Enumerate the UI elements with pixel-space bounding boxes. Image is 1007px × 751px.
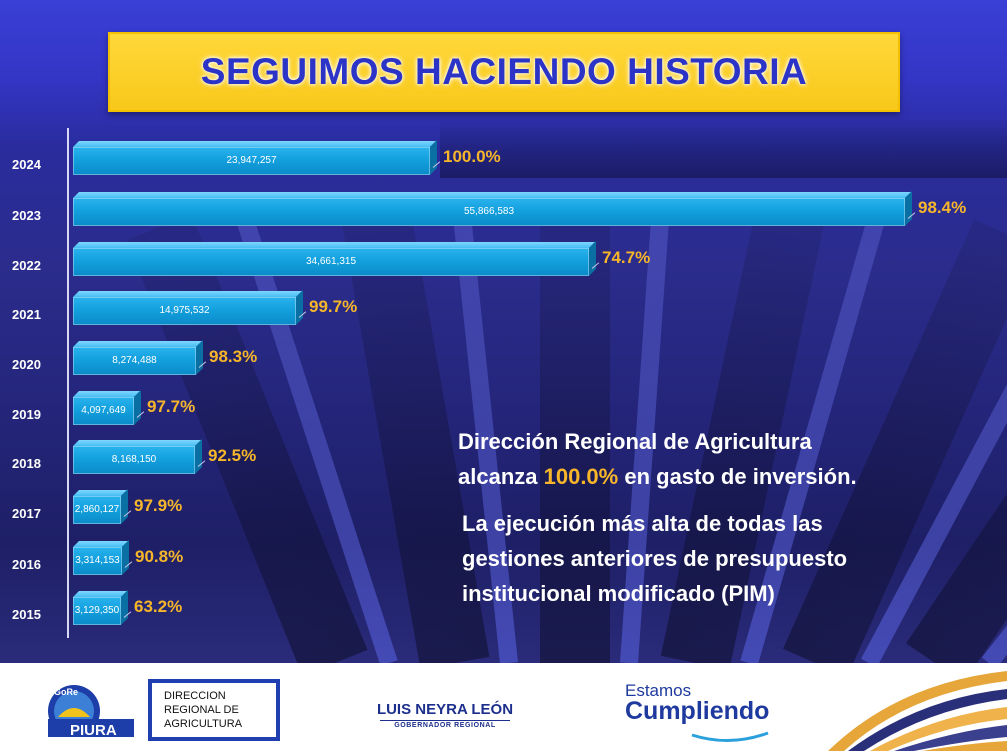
bar-2016 xyxy=(73,547,122,575)
dra-line-1: DIRECCION xyxy=(164,690,226,702)
percent-label: 98.4% xyxy=(918,198,967,217)
percent-label: 99.7% xyxy=(309,297,358,316)
slogan-top: Estamos xyxy=(625,681,692,700)
bar-value-label: 34,661,315 xyxy=(305,256,357,267)
year-label: 2020 xyxy=(12,357,41,372)
svg-text:GoRe: GoRe xyxy=(54,687,78,697)
headline-highlight: 100.0% xyxy=(543,464,619,489)
bar-side-face xyxy=(134,390,141,425)
bar-side-face xyxy=(122,540,129,575)
dra-line-3: AGRICULTURA xyxy=(164,718,243,730)
percent-label: 97.9% xyxy=(134,496,183,515)
headline-line-1: Dirección Regional de Agricultura xyxy=(458,429,812,454)
y-axis-line xyxy=(67,128,69,638)
percent-label: 74.7% xyxy=(602,248,651,267)
year-label: 2022 xyxy=(12,258,41,273)
subline-line-2: gestiones anteriores de presupuesto xyxy=(462,546,848,571)
footer-bar: GoRe PIURA DIRECCION REGIONAL DE AGRICUL… xyxy=(0,663,1007,751)
bar-2023 xyxy=(73,198,905,226)
treeline-decoration xyxy=(440,118,1007,178)
bar-side-face xyxy=(121,590,128,625)
bar-value-label: 8,168,150 xyxy=(111,454,157,465)
year-label: 2024 xyxy=(12,157,41,172)
bar-2015 xyxy=(73,597,121,625)
bar-2021 xyxy=(73,297,296,325)
percent-label: 63.2% xyxy=(134,597,183,616)
bar-2018 xyxy=(73,446,195,474)
percent-label: 98.3% xyxy=(209,347,258,366)
subline-line-3: institucional modificado (PIM) xyxy=(462,581,775,606)
year-label: 2018 xyxy=(12,456,41,471)
page-title: SEGUIMOS HACIENDO HISTORIA xyxy=(200,51,808,92)
bar-side-face xyxy=(195,439,202,474)
bar-value-label: 23,947,257 xyxy=(226,155,277,166)
dra-label-box: DIRECCION REGIONAL DE AGRICULTURA xyxy=(148,679,280,741)
svg-text:PIURA: PIURA xyxy=(70,722,117,739)
year-label: 2017 xyxy=(12,506,41,521)
bar-value-label: 2,860,127 xyxy=(74,504,120,515)
gore-piura-logo: GoRe PIURA xyxy=(48,685,134,739)
bar-side-face xyxy=(905,191,912,226)
percent-label: 90.8% xyxy=(135,547,184,566)
percent-label: 92.5% xyxy=(208,446,257,465)
year-label: 2021 xyxy=(12,307,41,322)
bar-2019 xyxy=(73,397,134,425)
subline-line-1: La ejecución más alta de todas las xyxy=(462,511,823,536)
governor-name: LUIS NEYRA LEÓN xyxy=(376,701,514,718)
slogan-swoosh-icon xyxy=(691,731,769,743)
bar-value-label: 55,866,583 xyxy=(463,206,515,217)
hero-background: SEGUIMOS HACIENDO HISTORIA 2024 23,947,25… xyxy=(0,0,1007,663)
year-label: 2015 xyxy=(12,607,41,622)
bar-side-face xyxy=(430,140,437,175)
bar-2024 xyxy=(73,147,430,175)
bar-value-label: 14,975,532 xyxy=(159,305,210,316)
headline-line-2: alcanza 100.0% en gasto de inversión. xyxy=(458,464,857,489)
slogan-bottom: Cumpliendo xyxy=(625,697,770,725)
percent-label: 100.0% xyxy=(443,147,501,166)
title-banner: SEGUIMOS HACIENDO HISTORIA xyxy=(108,32,900,112)
bar-value-label: 8,274,488 xyxy=(112,355,157,366)
corner-stripes-decoration xyxy=(828,671,1007,751)
bar-value-label: 3,314,153 xyxy=(75,555,120,566)
bar-value-label: 4,097,649 xyxy=(81,405,126,416)
bar-side-face xyxy=(296,290,303,325)
bar-value-label: 3,129,350 xyxy=(74,605,120,616)
subline-text: La ejecución más alta de todas las gesti… xyxy=(462,506,1002,611)
dra-line-2: REGIONAL DE xyxy=(164,704,239,716)
headline-text: Dirección Regional de Agricultura alcanz… xyxy=(458,424,998,494)
year-label: 2023 xyxy=(12,208,41,223)
bar-2022 xyxy=(73,248,589,276)
governor-role: GOBERNADOR REGIONAL xyxy=(380,720,510,729)
percent-label: 97.7% xyxy=(147,397,196,416)
bar-side-face xyxy=(121,489,128,524)
bar-2020 xyxy=(73,347,196,375)
bar-2017 xyxy=(73,496,121,524)
year-label: 2016 xyxy=(12,557,41,572)
year-label: 2019 xyxy=(12,407,41,422)
